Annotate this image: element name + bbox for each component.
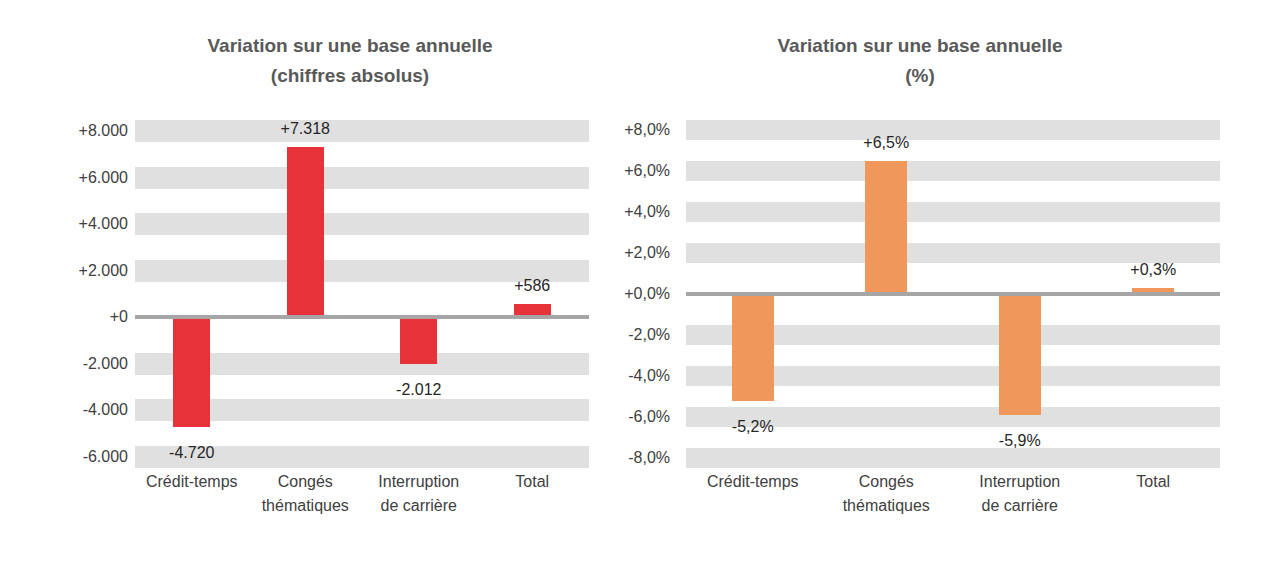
plot-area-absolute: +8.000 +6.000 +4.000 +2.000 +0 -2.000 -4.000 -6…	[60, 0, 640, 577]
y-tick-label: +2.000	[60, 260, 128, 282]
grid-band	[135, 167, 589, 189]
bar-value-label: -5,2%	[693, 417, 813, 437]
y-tick-label: -6,0%	[600, 406, 670, 428]
y-tick-label: +8.000	[60, 120, 128, 142]
y-tick-label: -6.000	[60, 446, 128, 468]
y-tick-label: +0	[60, 306, 128, 328]
bar	[287, 147, 324, 317]
y-tick-label: +0,0%	[600, 283, 670, 305]
y-tick-label: -2,0%	[600, 324, 670, 346]
grid-band	[686, 161, 1220, 181]
bar	[173, 317, 210, 427]
zero-line	[135, 315, 589, 319]
bar-value-label: -5,9%	[960, 431, 1080, 451]
dual-bar-chart-figure: Variation sur une base annuelle (chiffre…	[0, 0, 1267, 577]
bar-value-label: +586	[472, 276, 592, 296]
bar	[865, 161, 907, 294]
x-category-label: Congés thématiques	[820, 470, 954, 518]
bar	[732, 294, 774, 401]
bar-value-label: -4.720	[132, 443, 252, 463]
x-category-label: Crédit-temps	[686, 470, 820, 494]
x-category-label: Interruption de carrière	[953, 470, 1087, 518]
x-category-label: Total	[1087, 470, 1221, 494]
bar-value-label: +7.318	[245, 119, 365, 139]
y-tick-label: -2.000	[60, 353, 128, 375]
y-tick-label: +8,0%	[600, 119, 670, 141]
x-category-label: Congés thématiques	[249, 470, 363, 518]
bar	[999, 294, 1041, 415]
y-tick-label: -4,0%	[600, 365, 670, 387]
y-tick-label: +6,0%	[600, 160, 670, 182]
grid-band	[686, 448, 1220, 468]
zero-line	[686, 292, 1220, 296]
grid-band	[135, 213, 589, 235]
y-tick-label: +4.000	[60, 213, 128, 235]
x-category-label: Total	[476, 470, 590, 494]
chart-percent-variation: Variation sur une base annuelle (%) +8,0…	[600, 0, 1240, 577]
y-tick-label: +2,0%	[600, 242, 670, 264]
y-tick-label: -4.000	[60, 399, 128, 421]
grid-band	[686, 202, 1220, 222]
bar	[400, 317, 437, 364]
y-tick-label: -8,0%	[600, 447, 670, 469]
grid-band	[686, 120, 1220, 140]
y-tick-label: +6.000	[60, 167, 128, 189]
bar-value-label: +6,5%	[826, 133, 946, 153]
chart-absolute-variation: Variation sur une base annuelle (chiffre…	[60, 0, 640, 577]
bar-value-label: +0,3%	[1093, 260, 1213, 280]
bar-value-label: -2.012	[359, 380, 479, 400]
y-tick-label: +4,0%	[600, 201, 670, 223]
x-category-label: Crédit-temps	[135, 470, 249, 494]
plot-area-percent: +8,0% +6,0% +4,0% +2,0% +0,0% -2,0% -4,0% -6,0%…	[600, 0, 1240, 577]
x-category-label: Interruption de carrière	[362, 470, 476, 518]
